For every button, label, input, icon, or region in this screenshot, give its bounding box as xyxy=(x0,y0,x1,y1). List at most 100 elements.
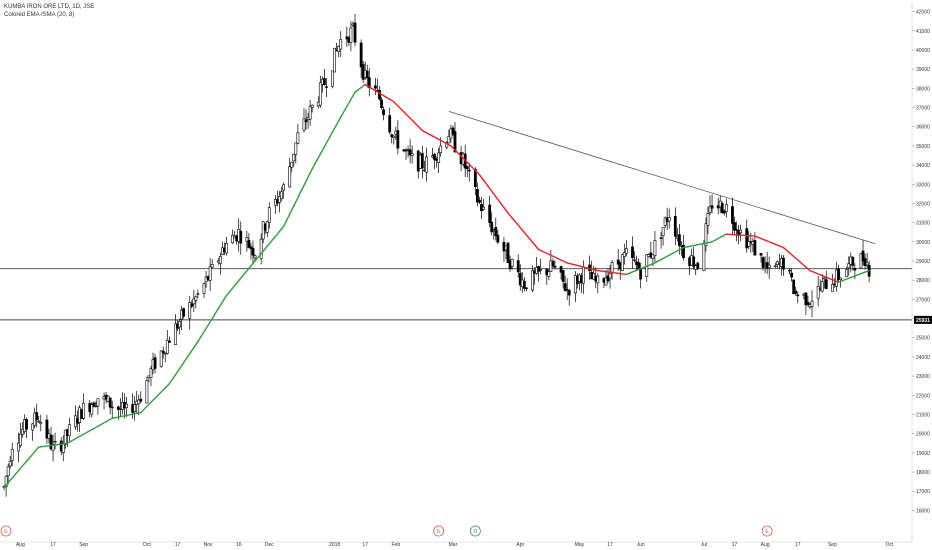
candle-body xyxy=(782,257,785,270)
candle-body xyxy=(67,424,71,437)
candle-body xyxy=(339,38,343,50)
y-tick-label: 39000 xyxy=(916,67,930,73)
indicator-legend: Colored EMA /SMA (20, 8) xyxy=(4,12,75,18)
event-marker-label: E xyxy=(437,529,441,535)
x-tick-label: 17 xyxy=(175,542,181,548)
ema-segment xyxy=(340,91,356,118)
candle-body xyxy=(488,204,492,223)
candle-body xyxy=(6,466,10,477)
candle-body xyxy=(25,418,28,430)
candle-body xyxy=(37,420,41,423)
ema-segment xyxy=(725,233,756,237)
candle-body xyxy=(861,250,865,262)
candle-body xyxy=(116,406,120,410)
candle-body xyxy=(133,404,137,412)
x-tick-label: Sep xyxy=(828,542,837,548)
candle-body xyxy=(425,156,428,173)
ema-segment xyxy=(254,225,285,262)
candle-body xyxy=(90,404,94,415)
candle-body xyxy=(278,196,281,203)
ema-segment xyxy=(450,145,481,176)
candle-body xyxy=(518,272,522,286)
candle-body xyxy=(51,444,55,451)
candle-body xyxy=(792,279,796,295)
candle-body xyxy=(506,242,510,264)
x-tick-label: 17 xyxy=(362,542,368,548)
candle-body xyxy=(208,266,212,281)
candle-body xyxy=(451,127,455,135)
candle-body xyxy=(433,154,436,161)
candle-body xyxy=(82,402,86,419)
candle-body xyxy=(333,47,337,73)
event-marker-label: E xyxy=(765,529,769,535)
candle-body xyxy=(218,256,222,264)
ema-segment xyxy=(537,248,568,264)
candle-body xyxy=(420,153,424,169)
candle-body xyxy=(659,237,663,239)
y-tick-label: 16000 xyxy=(916,508,930,514)
candle-body xyxy=(667,217,671,222)
candle-body xyxy=(10,448,14,461)
candle-body xyxy=(21,429,24,435)
candle-body xyxy=(16,443,20,452)
candle-body xyxy=(790,272,794,278)
ema-segment xyxy=(597,269,628,276)
candle-body xyxy=(259,238,263,259)
candle-body xyxy=(622,252,626,257)
candle-body xyxy=(735,229,738,231)
candle-body xyxy=(210,264,214,268)
x-tick-label: Aug xyxy=(761,542,770,548)
candle-body xyxy=(831,284,834,292)
candle-body xyxy=(4,475,8,487)
candle-body xyxy=(396,130,400,149)
candle-body xyxy=(639,269,643,280)
candle-body xyxy=(478,199,481,203)
candle-body xyxy=(561,270,565,282)
x-tick-label: Dec xyxy=(265,542,274,548)
candle-body xyxy=(265,221,269,233)
x-tick-label: Oct xyxy=(143,542,151,548)
x-tick-label: 17 xyxy=(607,542,613,548)
candle-body xyxy=(331,70,334,87)
y-tick-label: 42000 xyxy=(916,10,930,16)
candle-body xyxy=(267,207,271,223)
candle-body xyxy=(231,234,234,244)
candle-body xyxy=(773,265,777,268)
candle-body xyxy=(745,228,749,249)
candle-body xyxy=(45,419,49,439)
candle-body xyxy=(608,272,612,279)
candle-body xyxy=(522,281,526,289)
y-tick-label: 40000 xyxy=(916,48,930,54)
candle-body xyxy=(845,269,849,278)
candle-body xyxy=(174,323,177,345)
candle-body xyxy=(245,237,249,242)
ema-segment xyxy=(837,269,870,283)
candle-body xyxy=(447,136,451,144)
ema-segment xyxy=(682,241,713,249)
candle-body xyxy=(692,256,696,267)
y-tick-label: 41000 xyxy=(916,29,930,35)
candle-body xyxy=(567,290,571,296)
earnings-marker xyxy=(0,525,12,537)
candle-body xyxy=(490,221,494,233)
candle-body xyxy=(496,234,500,243)
candle-body xyxy=(582,266,585,284)
candle-body xyxy=(182,308,186,317)
candle-body xyxy=(192,298,196,305)
chart-title: KUMBA IRON ORE LTD, 1D, JSE xyxy=(4,4,95,10)
ema-segment xyxy=(625,262,656,276)
candle-body xyxy=(494,226,498,237)
y-tick-label: 28000 xyxy=(916,278,930,284)
x-tick-label: 16 xyxy=(236,542,242,548)
candle-body xyxy=(631,246,634,258)
candle-body xyxy=(408,149,412,156)
candle-body xyxy=(110,406,114,409)
ema-segment xyxy=(754,235,785,249)
x-tick-label: Aug xyxy=(16,542,25,548)
candle-body xyxy=(696,262,700,269)
x-tick-label: Mar xyxy=(449,542,458,548)
ema-segment xyxy=(711,233,728,243)
candle-body xyxy=(153,357,157,369)
candle-body xyxy=(453,131,457,153)
